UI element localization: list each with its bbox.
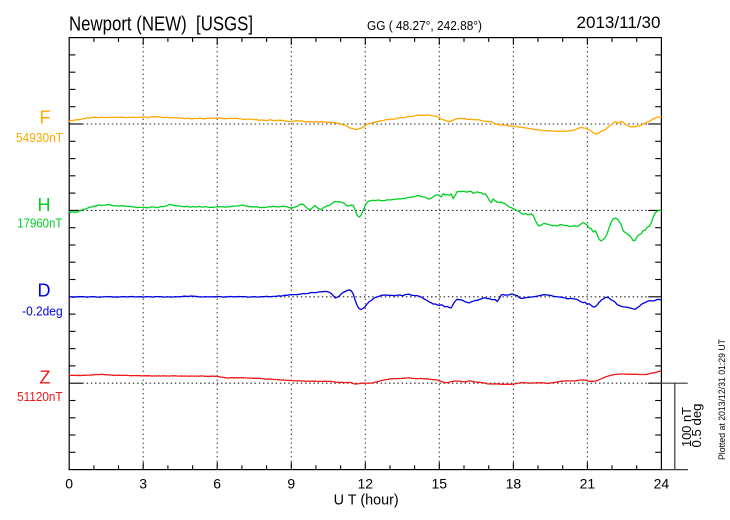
svg-text:15: 15 (432, 475, 448, 491)
svg-text:F: F (40, 108, 51, 128)
svg-text:51120nT: 51120nT (17, 390, 63, 404)
svg-text:54930nT: 54930nT (16, 131, 63, 145)
svg-text:Plotted at 2013/12/31 01:29 UT: Plotted at 2013/12/31 01:29 UT (717, 339, 727, 460)
svg-text:0: 0 (65, 475, 73, 491)
svg-text:-0.2deg: -0.2deg (22, 304, 63, 318)
svg-text:Newport (NEW) [USGS]: Newport (NEW) [USGS] (69, 13, 253, 36)
svg-text:18: 18 (506, 475, 522, 491)
svg-text:17960nT: 17960nT (17, 216, 62, 230)
svg-text:U T (hour): U T (hour) (334, 493, 399, 509)
svg-text:GG ( 48.27°, 242.88°): GG ( 48.27°, 242.88°) (367, 18, 482, 33)
svg-text:6: 6 (213, 475, 221, 491)
svg-text:H: H (38, 195, 51, 215)
svg-text:12: 12 (358, 475, 374, 491)
svg-text:9: 9 (287, 475, 295, 491)
svg-text:24: 24 (654, 475, 670, 491)
svg-text:0.5 deg: 0.5 deg (689, 404, 704, 448)
svg-text:100 nT: 100 nT (679, 407, 694, 447)
svg-text:21: 21 (580, 475, 596, 491)
svg-text:2013/11/30: 2013/11/30 (577, 13, 661, 32)
svg-text:D: D (38, 281, 51, 301)
svg-text:Z: Z (40, 368, 51, 388)
svg-text:3: 3 (139, 475, 147, 491)
